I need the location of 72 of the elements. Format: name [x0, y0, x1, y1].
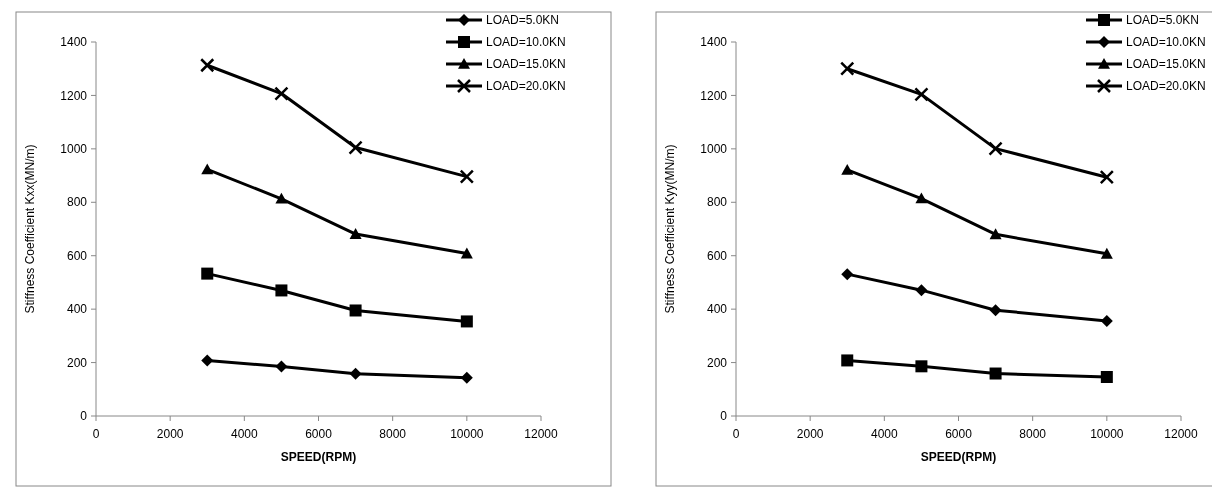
point	[275, 284, 288, 297]
point	[915, 284, 928, 297]
y-tick-label: 400	[706, 302, 728, 317]
y-tick-label: 600	[706, 248, 728, 263]
point	[1099, 169, 1115, 185]
point	[349, 367, 362, 380]
point	[989, 304, 1002, 317]
y-tick-label: 1200	[700, 88, 728, 103]
y-axis-title: Stiffness Coefficient Kyy(MN/m)	[663, 144, 677, 314]
point	[914, 87, 929, 102]
point	[841, 268, 854, 281]
x-tick-label: 4000	[870, 427, 898, 441]
y-tick-label: 800	[66, 195, 88, 210]
y-tick-label: 200	[66, 355, 88, 370]
legend-label: LOAD=20.0KN	[1126, 79, 1206, 94]
legend-label: LOAD=5.0KN	[1126, 13, 1200, 28]
point	[275, 192, 288, 204]
legend-label: LOAD=10.0KN	[486, 35, 566, 50]
y-tick-label: 600	[66, 248, 88, 263]
x-tick-label: 0	[732, 427, 740, 441]
y-axis-title: Stiffness Coefficient Kxx(MN/m)	[23, 144, 37, 314]
x-tick-label: 12000	[524, 427, 559, 441]
point	[348, 140, 363, 155]
x-tick-label: 6000	[945, 427, 973, 441]
point	[349, 228, 362, 239]
y-tick-label: 400	[66, 302, 88, 317]
y-tick-label: 1200	[60, 88, 88, 103]
legend-label: LOAD=5.0KN	[486, 13, 560, 28]
legend-label: LOAD=15.0KN	[1126, 57, 1206, 72]
y-tick-label: 1400	[60, 35, 88, 50]
point	[201, 267, 214, 280]
y-tick-label: 200	[706, 355, 728, 370]
x-tick-label: 10000	[1090, 427, 1124, 441]
point	[989, 367, 1002, 380]
point	[275, 360, 288, 373]
point	[840, 61, 855, 76]
x-tick-label: 4000	[230, 427, 258, 441]
point	[988, 141, 1003, 156]
x-axis-title: SPEED(RPM)	[280, 450, 357, 464]
x-tick-label: 12000	[1164, 427, 1199, 441]
legend-label: LOAD=15.0KN	[486, 57, 566, 72]
point	[201, 163, 214, 175]
point	[915, 192, 928, 204]
point	[460, 315, 473, 328]
x-axis-title: SPEED(RPM)	[920, 450, 997, 464]
point	[349, 304, 362, 317]
y-tick-label: 0	[720, 409, 728, 424]
point	[200, 57, 215, 73]
point	[841, 354, 854, 367]
point	[274, 86, 289, 101]
x-tick-label: 2000	[156, 427, 184, 441]
x-tick-label: 8000	[379, 427, 407, 441]
x-tick-label: 2000	[796, 427, 824, 441]
x-tick-label: 8000	[1019, 427, 1047, 441]
legend-label: LOAD=10.0KN	[1126, 35, 1206, 50]
y-tick-label: 0	[80, 409, 88, 424]
x-tick-label: 10000	[450, 427, 484, 441]
y-tick-label: 1000	[60, 142, 88, 157]
point	[841, 163, 854, 175]
point	[915, 360, 928, 373]
legend-label: LOAD=20.0KN	[486, 79, 566, 94]
point	[201, 354, 214, 367]
point	[460, 247, 473, 259]
x-tick-label: 0	[92, 427, 100, 441]
y-tick-label: 800	[706, 195, 728, 210]
x-tick-label: 6000	[305, 427, 333, 441]
y-tick-label: 1000	[700, 142, 728, 157]
point	[459, 169, 475, 184]
point	[1100, 371, 1113, 383]
point	[989, 228, 1002, 240]
y-tick-label: 1400	[700, 35, 728, 50]
point	[1100, 247, 1113, 259]
